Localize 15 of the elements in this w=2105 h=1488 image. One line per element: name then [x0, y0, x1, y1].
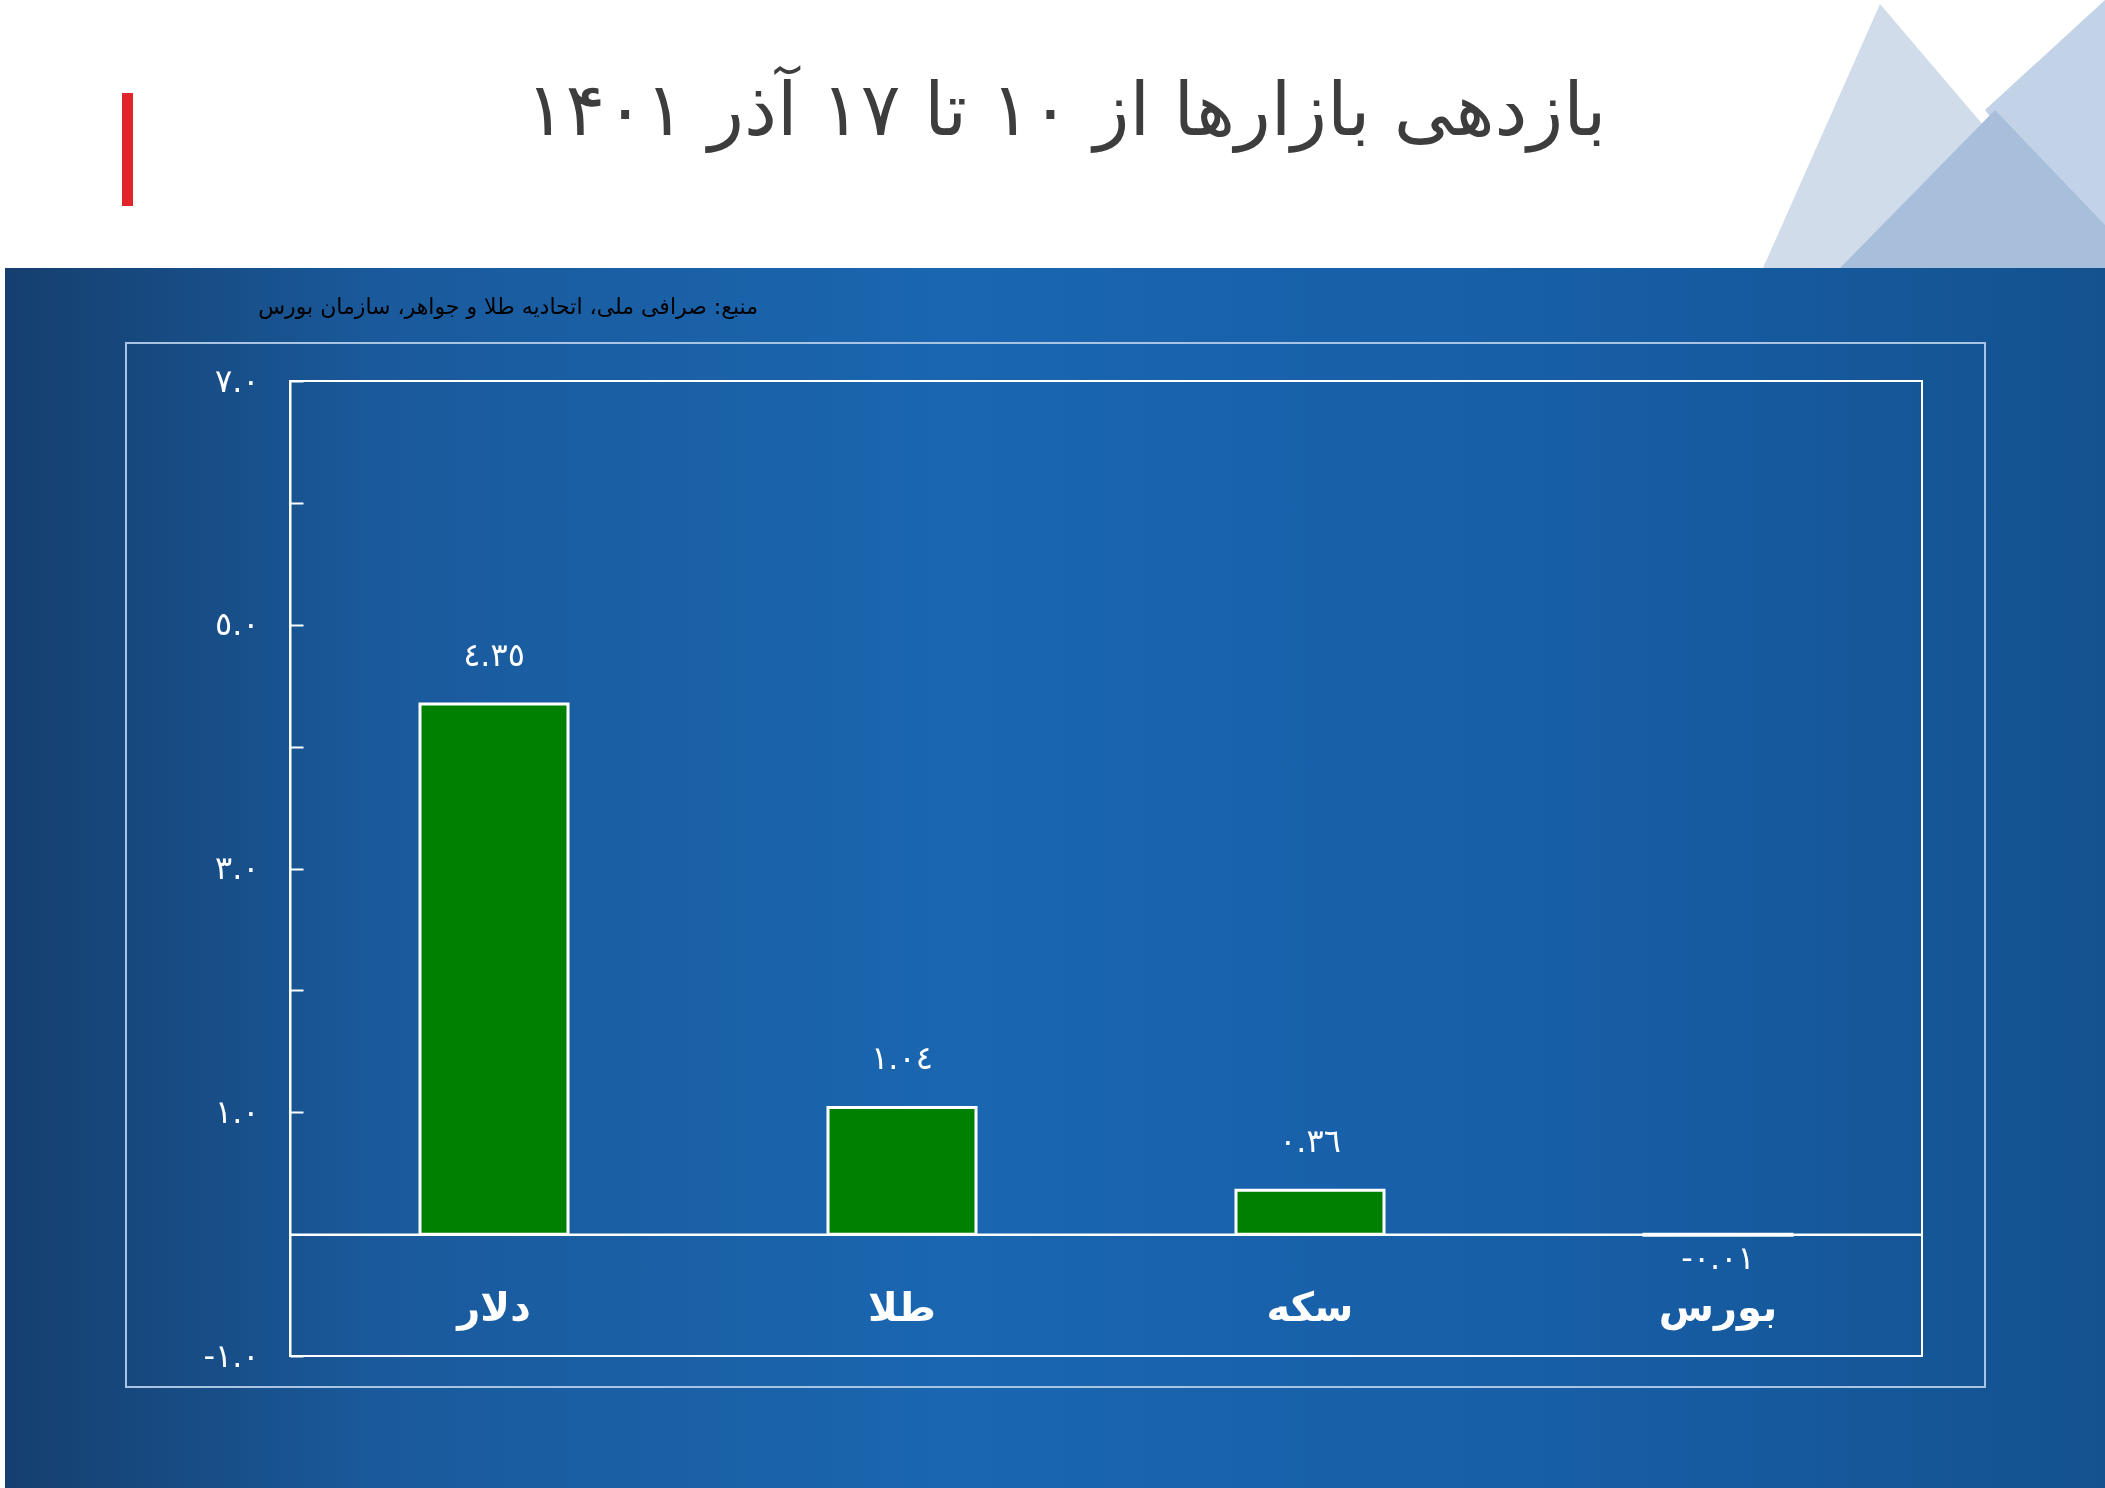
data-label: ٠.٣٦	[1279, 1122, 1341, 1161]
y-tick-label: ٧.٠	[214, 361, 260, 400]
y-tick-label: ١.٠	[214, 1092, 260, 1131]
data-label: ١.٠٤	[871, 1039, 933, 1078]
x-tick-label: بورس	[1658, 1283, 1778, 1331]
x-tick-label: طلا	[867, 1283, 937, 1330]
y-tick-label: ٣.٠	[214, 849, 260, 887]
text: منبع: صرافی ملی، اتحادیه طلا و جواهر، سازمان بورس	[258, 294, 758, 319]
x-tick-label: سکه	[1266, 1283, 1354, 1330]
x-tick-label: دلار	[455, 1283, 531, 1331]
y-tick-label: ٥.٠	[214, 605, 260, 644]
data-label: -٠.٠١	[1681, 1239, 1755, 1278]
chart-title: بازدهی بازارها از ۱۰ تا ۱۷ آذر ۱۴۰۱	[525, 65, 1607, 153]
data-label: ٤.٣٥	[463, 635, 525, 674]
y-tick-label: -١.٠	[203, 1336, 260, 1375]
